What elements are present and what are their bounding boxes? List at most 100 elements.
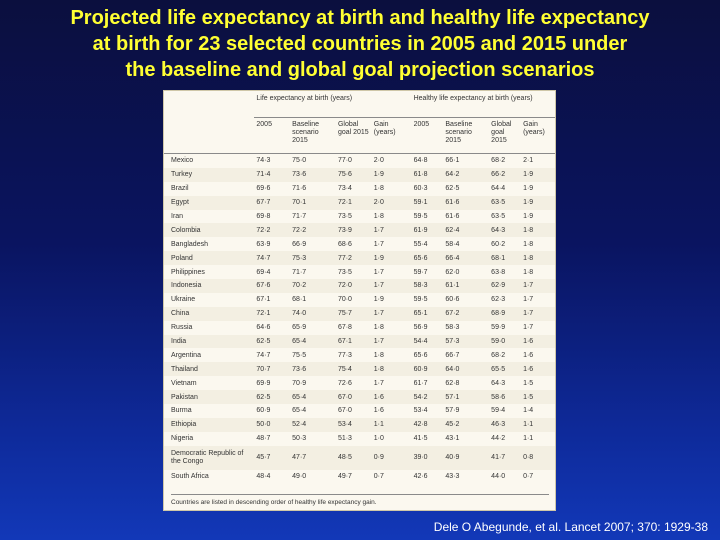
country-cell: South Africa <box>171 473 209 481</box>
country-cell: China <box>164 306 255 321</box>
country-cell: Ethiopia <box>164 417 255 432</box>
value-cell: 64·8 <box>413 157 428 165</box>
value-cell: 72·2 <box>254 223 291 238</box>
value-cell: 63·8 <box>491 268 506 276</box>
value-cell: 62·5 <box>254 390 291 405</box>
value-cell: 75·6 <box>335 167 372 182</box>
value-cell: 64·4 <box>491 185 506 193</box>
value-cell: 64·3 <box>491 379 506 387</box>
group-header-healthy-life-expectancy: Healthy life expectancy at birth (years) <box>411 91 555 118</box>
value-cell: 64·2 <box>443 167 490 182</box>
table-group-header-row: Life expectancy at birth (years) Healthy… <box>164 91 555 118</box>
country-cell: Thailand <box>164 362 255 377</box>
value-cell: 72·1 <box>254 306 291 321</box>
country-cell: Brazil <box>171 185 189 193</box>
value-cell: 72·2 <box>290 223 336 238</box>
table-row: China 72·1 74·0 75·7 1·7 65·1 67·2 68·9 1·7 <box>164 306 555 321</box>
table-row: India 62·5 65·4 67·1 1·7 54·4 57·3 59·0 1·6 <box>164 334 555 349</box>
citation: Dele O Abegunde, et al. Lancet 2007; 370… <box>433 520 708 534</box>
value-cell: 72·0 <box>335 279 372 293</box>
value-cell: 73·6 <box>290 167 336 182</box>
value-cell: 1·8 <box>373 185 384 193</box>
table-row: Colombia 72·2 72·2 73·9 1·7 61·9 62·4 64·3 1·8 <box>164 223 555 238</box>
value-cell: 1·8 <box>523 268 534 276</box>
value-cell: 59·9 <box>491 324 506 332</box>
value-cell: 74·7 <box>254 251 291 266</box>
value-cell: 59·5 <box>413 213 428 220</box>
value-cell: 1·7 <box>371 279 412 293</box>
value-cell: 41·5 <box>413 435 428 443</box>
value-cell: 1·8 <box>523 240 534 248</box>
value-cell: 44·0 <box>491 473 506 481</box>
country-header-spacer <box>164 91 254 118</box>
value-cell: 45·7 <box>254 445 291 470</box>
value-cell: 65·1 <box>411 306 444 321</box>
value-cell: 65·5 <box>489 362 522 377</box>
value-cell: 67·1 <box>256 296 271 304</box>
value-cell: 50·0 <box>254 417 291 432</box>
value-cell: 49·7 <box>337 473 352 481</box>
country-cell: Argentina <box>171 351 201 359</box>
country-cell: India <box>164 334 255 349</box>
value-cell: 77·2 <box>335 251 372 266</box>
value-cell: 0·7 <box>373 473 384 481</box>
value-cell: 65·4 <box>290 334 336 349</box>
value-cell: 65·4 <box>292 407 307 415</box>
value-cell: 1·8 <box>521 223 555 238</box>
value-cell: 2·0 <box>371 195 412 210</box>
table-row: Bangladesh 63·9 66·9 68·6 1·7 55·4 58·4 60·2 1·8 <box>164 237 555 251</box>
value-cell: 68·1 <box>489 251 522 266</box>
value-cell: 53·4 <box>413 407 428 415</box>
value-cell: 68·2 <box>491 157 506 165</box>
value-cell: 61·7 <box>413 379 428 387</box>
value-cell: 60·6 <box>445 296 460 304</box>
country-cell: Vietnam <box>171 379 197 387</box>
value-cell: 73·5 <box>337 213 352 220</box>
title-line-3: the baseline and global goal projection … <box>125 59 595 81</box>
table-row: Brazil 69·6 71·6 73·4 1·8 60·3 62·5 64·4 1·9 <box>164 182 555 196</box>
value-cell: 74·3 <box>256 157 271 165</box>
value-cell: 69·6 <box>256 185 271 193</box>
table-row: Pakistan 62·5 65·4 67·0 1·6 54·2 57·1 58·6 1·5 <box>164 390 555 405</box>
value-cell: 1·6 <box>523 351 534 359</box>
country-cell: Turkey <box>164 167 255 182</box>
subheader-le-global-goal: Global goal 2015 <box>335 117 372 154</box>
value-cell: 68·2 <box>491 351 506 359</box>
value-cell: 1·8 <box>373 213 384 220</box>
value-cell: 59·7 <box>413 268 428 276</box>
country-cell: Poland <box>164 251 255 266</box>
value-cell: 46·3 <box>489 417 522 432</box>
value-cell: 1·9 <box>373 296 384 304</box>
value-cell: 67·2 <box>443 306 490 321</box>
country-cell: Indonesia <box>164 279 255 293</box>
life-expectancy-table-panel: Life expectancy at birth (years) Healthy… <box>163 90 556 511</box>
value-cell: 66·1 <box>445 157 460 165</box>
subheader-hle-global-goal: Global goal 2015 <box>489 117 522 154</box>
value-cell: 75·4 <box>335 362 372 377</box>
value-cell: 62·0 <box>445 268 460 276</box>
value-cell: 63·5 <box>491 213 506 220</box>
country-cell: Pakistan <box>164 390 255 405</box>
value-cell: 1·7 <box>371 334 412 349</box>
value-cell: 0·9 <box>371 445 412 470</box>
life-expectancy-table: Life expectancy at birth (years) Healthy… <box>164 91 555 484</box>
value-cell: 42·8 <box>411 417 444 432</box>
value-cell: 1·7 <box>373 240 384 248</box>
value-cell: 70·1 <box>290 195 336 210</box>
value-cell: 58·3 <box>445 324 460 332</box>
value-cell: 72·1 <box>335 195 372 210</box>
value-cell: 57·3 <box>443 334 490 349</box>
table-row: Argentina 74·7 75·5 77·3 1·8 65·6 66·7 68·2 1·6 <box>164 348 555 362</box>
table-footnote: Countries are listed in descending order… <box>171 494 549 506</box>
value-cell: 65·4 <box>290 390 336 405</box>
value-cell: 40·9 <box>443 445 490 470</box>
value-cell: 1·7 <box>521 306 555 321</box>
table-row: Turkey 71·4 73·6 75·6 1·9 61·8 64·2 66·2 1·9 <box>164 167 555 182</box>
value-cell: 67·0 <box>337 407 352 415</box>
table-row: Russia 64·6 65·9 67·8 1·8 56·9 58·3 59·9 1·7 <box>164 321 555 335</box>
country-cell: Russia <box>171 324 193 332</box>
value-cell: 1·7 <box>371 223 412 238</box>
value-cell: 64·3 <box>489 223 522 238</box>
value-cell: 1·4 <box>523 407 534 415</box>
value-cell: 71·6 <box>292 185 307 193</box>
